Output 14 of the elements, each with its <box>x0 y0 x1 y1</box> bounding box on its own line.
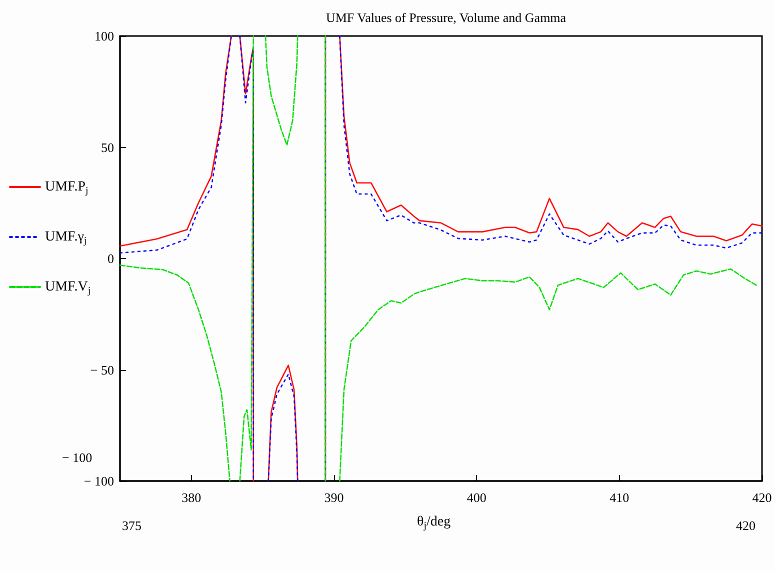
x-tick-label: 410 <box>610 490 630 505</box>
x-tick-label: 380 <box>182 490 202 505</box>
text: 420 <box>736 518 756 533</box>
x-tick-label: 390 <box>324 490 344 505</box>
y-tick-label: 50 <box>101 140 114 155</box>
y-tick-label: − 100 <box>84 474 114 488</box>
text: − 100 <box>62 450 92 465</box>
y-tick-label: 0 <box>108 251 114 266</box>
chart-title: UMF Values of Pressure, Volume and Gamma <box>326 10 566 25</box>
x-tick-label: 420 <box>752 490 772 505</box>
x-tick-label: 400 <box>466 490 486 505</box>
y-tick-label: − 50 <box>90 362 114 378</box>
text: 375 <box>122 518 142 533</box>
y-tick-label: 100 <box>94 28 114 44</box>
